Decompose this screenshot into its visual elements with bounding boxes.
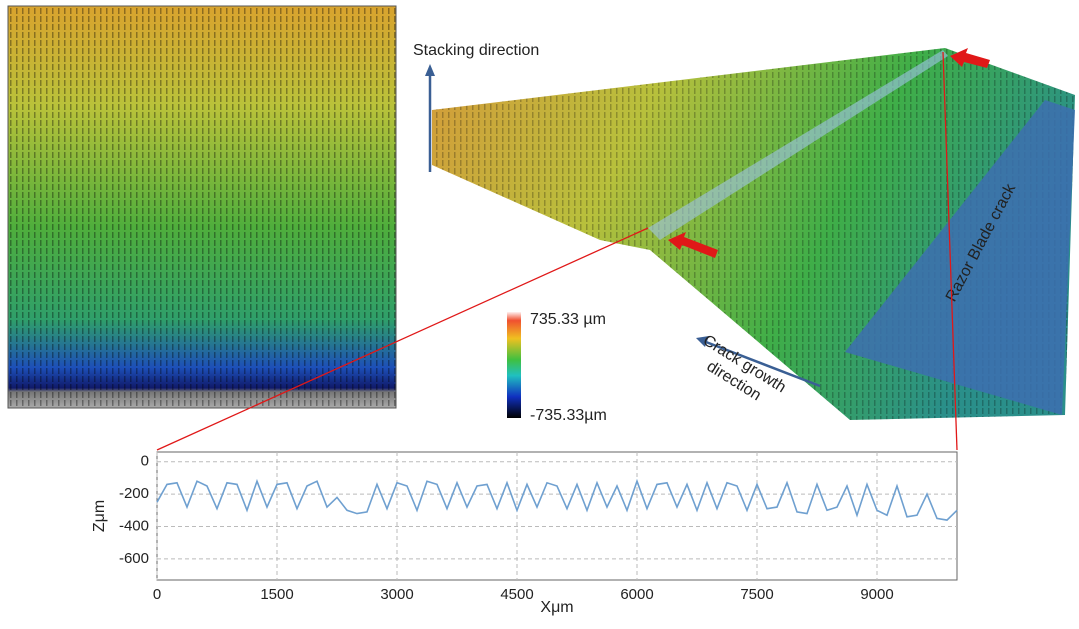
y-tick-label: -400 bbox=[119, 518, 149, 535]
x-tick-label: 6000 bbox=[620, 586, 653, 603]
arrow-head bbox=[425, 64, 435, 76]
y-tick-label: 0 bbox=[141, 453, 149, 470]
x-tick-label: 9000 bbox=[860, 586, 893, 603]
x-tick-label: 0 bbox=[153, 586, 161, 603]
arrow-head bbox=[696, 336, 709, 347]
x-axis-label: Xμm bbox=[540, 599, 573, 616]
x-tick-label: 7500 bbox=[740, 586, 773, 603]
profile-plane bbox=[648, 50, 948, 240]
link-line bbox=[156, 227, 649, 451]
height-map-texture bbox=[8, 6, 396, 408]
stacking-label: Stacking direction bbox=[413, 42, 539, 59]
y-axis-label: Zμm bbox=[91, 500, 108, 532]
red-arrow bbox=[950, 48, 990, 68]
link-line bbox=[942, 51, 958, 451]
colorbar-min: -735.33µm bbox=[530, 407, 607, 424]
y-tick-label: -200 bbox=[119, 485, 149, 502]
profile-line bbox=[156, 478, 958, 521]
red-arrow bbox=[668, 232, 718, 258]
profile-chart: 0 -200 -400 -600 0 1500 3000 4500 6000 7500 9000 bbox=[119, 451, 958, 603]
y-tick-label: -600 bbox=[119, 550, 149, 567]
crack-growth-arrow bbox=[705, 340, 821, 388]
colorbar-max: 735.33 µm bbox=[530, 311, 606, 328]
crack-face bbox=[845, 100, 1075, 415]
x-tick-label: 4500 bbox=[500, 586, 533, 603]
colorbar bbox=[507, 312, 521, 418]
x-tick-label: 1500 bbox=[260, 586, 293, 603]
x-tick-label: 3000 bbox=[380, 586, 413, 603]
